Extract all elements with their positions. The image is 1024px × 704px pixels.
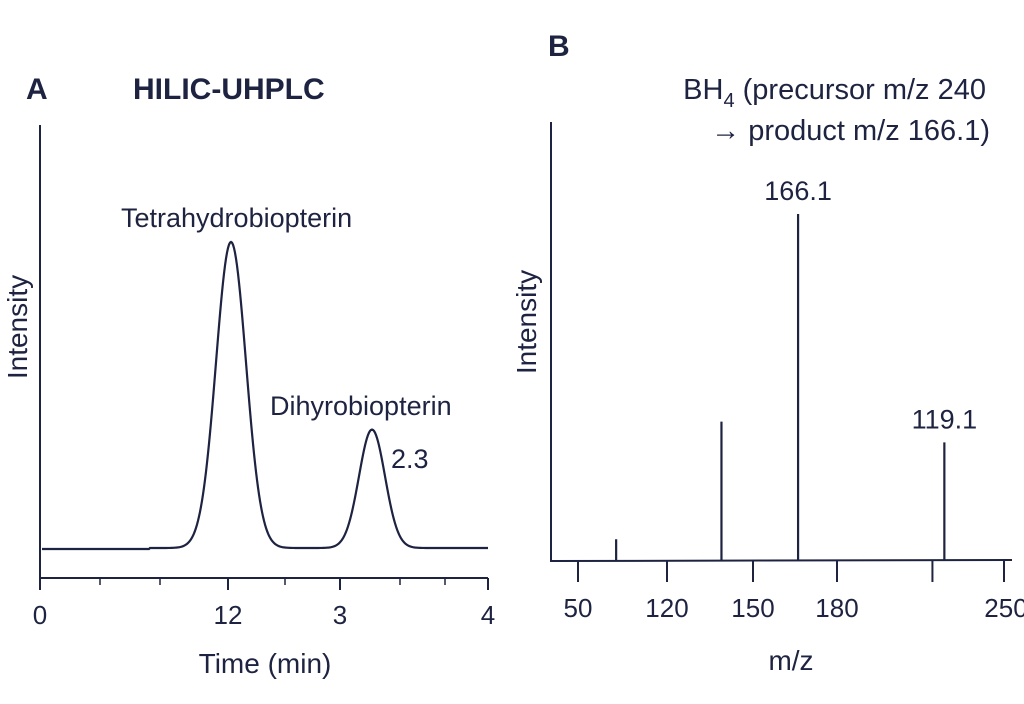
panel-b-tick-label: 50: [564, 593, 593, 623]
panel-a: A HILIC-UHPLC 0 12 3 4 Tetrahydrobiopterin …: [2, 73, 495, 679]
panel-a-title: HILIC-UHPLC: [133, 73, 325, 106]
panel-a-tick-label: 3: [333, 600, 347, 630]
panel-b-x-axis: [550, 559, 1013, 562]
panel-b-title-line2: → product m/z 166.1): [711, 115, 990, 147]
panel-b-tick-label: 120: [645, 593, 688, 623]
panel-a-ticks: [39, 578, 489, 590]
panel-b-title-bh: BH: [683, 74, 723, 106]
panel-b-x-axis-label: m/z: [768, 645, 813, 676]
panel-a-y-axis-label: Intensity: [2, 275, 33, 379]
panel-b: B BH4 (precursor m/z 240 → product m/z 1…: [511, 30, 1024, 676]
panel-b-peak-label: 119.1: [912, 404, 978, 434]
panel-b-title-rest: (precursor m/z 240: [735, 74, 986, 106]
peak-label-tetrahydrobiopterin: Tetrahydrobiopterin: [121, 203, 352, 233]
panel-b-tick-labels: 50 120 150 180 250: [564, 593, 1024, 623]
panel-a-letter: A: [26, 73, 48, 106]
panel-a-tick-label: 12: [214, 600, 243, 630]
peak-label-dihyrobiopterin: Dihyrobiopterin: [270, 391, 452, 421]
panel-b-letter: B: [548, 30, 570, 63]
panel-a-tick-label: 4: [481, 600, 495, 630]
panel-b-title-subscript: 4: [723, 90, 734, 112]
panel-b-peaks: 166.1 119.1: [615, 176, 978, 560]
panel-a-tick-label: 0: [33, 600, 47, 630]
peak-value-label: 2.3: [391, 444, 429, 474]
panel-b-tick-label: 250: [984, 593, 1024, 623]
panel-a-x-axis-label: Time (min): [199, 648, 332, 679]
panel-b-title-line1: BH4 (precursor m/z 240: [683, 74, 986, 112]
panel-b-y-axis-label: Intensity: [511, 270, 542, 374]
panel-b-tick-label: 180: [815, 593, 858, 623]
panel-b-peak-label: 166.1: [764, 176, 832, 206]
panel-b-ticks: [577, 561, 1005, 582]
panel-a-tick-labels: 0 12 3 4: [33, 600, 495, 630]
panel-b-tick-label: 150: [731, 593, 774, 623]
panel-a-chromatogram-trace: [42, 240, 488, 551]
